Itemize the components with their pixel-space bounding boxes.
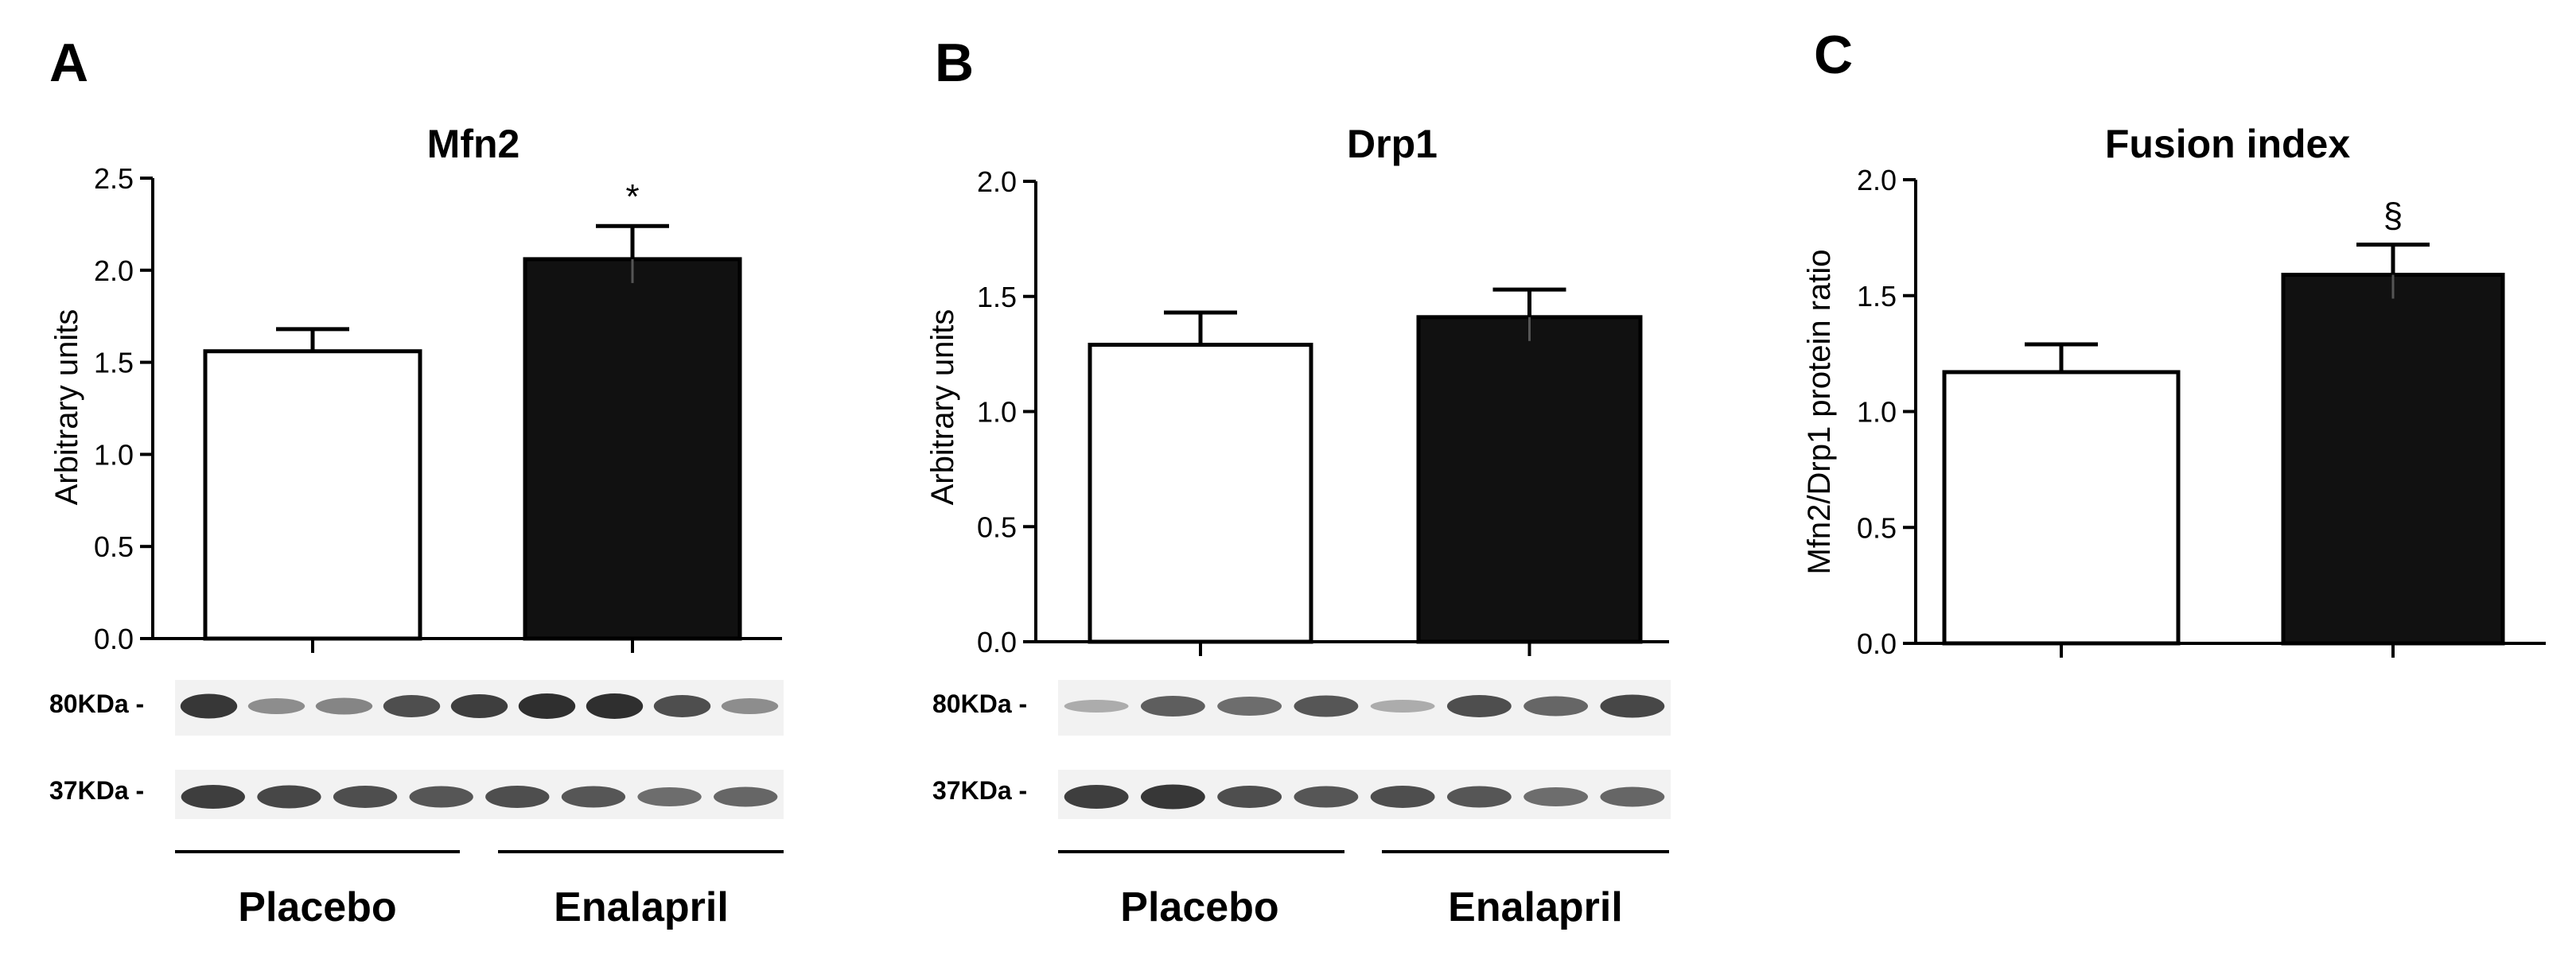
blot-label-37kda: 37KDa - xyxy=(49,776,144,805)
y-axis-title: Mfn2/Drp1 protein ratio xyxy=(1802,249,1837,574)
western-blot xyxy=(1058,680,1671,819)
blot-band xyxy=(637,787,702,806)
y-tick-label: 2.0 xyxy=(94,254,134,287)
y-tick-label: 1.0 xyxy=(977,396,1017,429)
blot-band xyxy=(1523,787,1589,806)
bar-placebo xyxy=(1942,370,2181,646)
blot-band xyxy=(1600,694,1665,718)
y-tick-label: 0.0 xyxy=(94,623,134,655)
blot-band xyxy=(653,695,711,717)
y-tick-label: 1.5 xyxy=(977,281,1017,313)
panel-a: A Mfn2 Arbitrary units 0.0 0.5 1.0 1.5 2.0 2.… xyxy=(49,33,784,930)
y-tick-label: 2.0 xyxy=(1857,164,1897,196)
group-label-enalapril: Enalapril xyxy=(1448,884,1623,930)
blot-band xyxy=(561,786,626,808)
blot-band xyxy=(1370,700,1435,713)
chart-title: Fusion index xyxy=(2105,122,2351,166)
blot-band xyxy=(1294,695,1359,717)
blot-band xyxy=(1140,784,1205,810)
y-axis-title: Arbitrary units xyxy=(925,309,960,506)
panel-b: B Drp1 Arbitrary units 0.0 0.5 1.0 1.5 2.0 8… xyxy=(925,33,1671,930)
group-label-placebo: Placebo xyxy=(1120,884,1278,930)
blot-label-37kda: 37KDa - xyxy=(932,776,1027,805)
blot-band xyxy=(586,693,644,719)
blot-band xyxy=(450,694,508,718)
blot-band xyxy=(1446,786,1512,808)
bar-enalapril xyxy=(1416,315,1643,644)
plot-area: 0.0 0.5 1.0 1.5 2.0 § xyxy=(1857,164,2546,660)
blot-band xyxy=(485,786,550,808)
plot-area: 0.0 0.5 1.0 1.5 2.0 2.5 * xyxy=(94,162,782,655)
blot-band xyxy=(1600,786,1665,807)
blot-band xyxy=(714,786,778,807)
blot-band xyxy=(1064,700,1129,713)
blot-band xyxy=(409,786,473,808)
western-blot xyxy=(175,680,784,819)
blot-band xyxy=(333,786,398,808)
blot-band xyxy=(257,785,321,809)
y-tick-label: 0.5 xyxy=(94,530,134,563)
blot-band xyxy=(1294,786,1359,808)
bar-enalapril xyxy=(2281,273,2505,646)
blot-band xyxy=(383,695,441,717)
plot-area: 0.0 0.5 1.0 1.5 2.0 xyxy=(977,165,1669,658)
y-tick-label: 2.5 xyxy=(94,162,134,195)
y-tick-label: 0.0 xyxy=(977,626,1017,658)
y-tick-label: 2.0 xyxy=(977,165,1017,198)
blot-band xyxy=(1446,695,1512,717)
chart-title: Mfn2 xyxy=(427,122,520,166)
y-tick-label: 0.5 xyxy=(977,511,1017,543)
blot-band xyxy=(1523,696,1589,717)
panel-letter: C xyxy=(1814,25,1853,85)
significance-marker: § xyxy=(2383,196,2403,235)
blot-band xyxy=(518,693,576,719)
blot-band xyxy=(1217,786,1282,808)
group-label-placebo: Placebo xyxy=(238,884,396,930)
bar-enalapril xyxy=(523,257,742,641)
blot-band xyxy=(1064,785,1129,809)
group-label-enalapril: Enalapril xyxy=(554,884,729,930)
blot-label-80kda: 80KDa - xyxy=(49,689,144,718)
y-tick-label: 0.0 xyxy=(1857,627,1897,660)
y-tick-label: 1.5 xyxy=(94,347,134,379)
blot-band xyxy=(1217,697,1282,716)
blot-band xyxy=(315,697,373,715)
y-axis-title: Arbitrary units xyxy=(49,309,84,506)
blot-band xyxy=(247,698,305,714)
blot-band xyxy=(1370,786,1435,808)
y-tick-label: 0.5 xyxy=(1857,511,1897,544)
y-tick-label: 1.0 xyxy=(94,438,134,471)
panel-letter: A xyxy=(49,33,88,93)
panel-c: C Fusion index Mfn2/Drp1 protein ratio 0… xyxy=(1802,25,2546,660)
bar-placebo xyxy=(1088,343,1313,644)
blot-band xyxy=(181,785,245,809)
blot-band xyxy=(1140,696,1205,717)
chart-title: Drp1 xyxy=(1347,122,1438,166)
blot-band xyxy=(721,698,779,714)
y-tick-label: 1.0 xyxy=(1857,396,1897,429)
blot-label-80kda: 80KDa - xyxy=(932,689,1027,718)
blot-band xyxy=(180,693,238,719)
significance-marker: * xyxy=(625,177,639,216)
y-tick-label: 1.5 xyxy=(1857,280,1897,313)
panel-letter: B xyxy=(935,33,974,93)
bar-placebo xyxy=(203,349,422,641)
